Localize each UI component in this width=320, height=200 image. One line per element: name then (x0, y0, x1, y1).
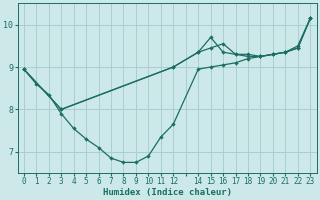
X-axis label: Humidex (Indice chaleur): Humidex (Indice chaleur) (103, 188, 232, 197)
